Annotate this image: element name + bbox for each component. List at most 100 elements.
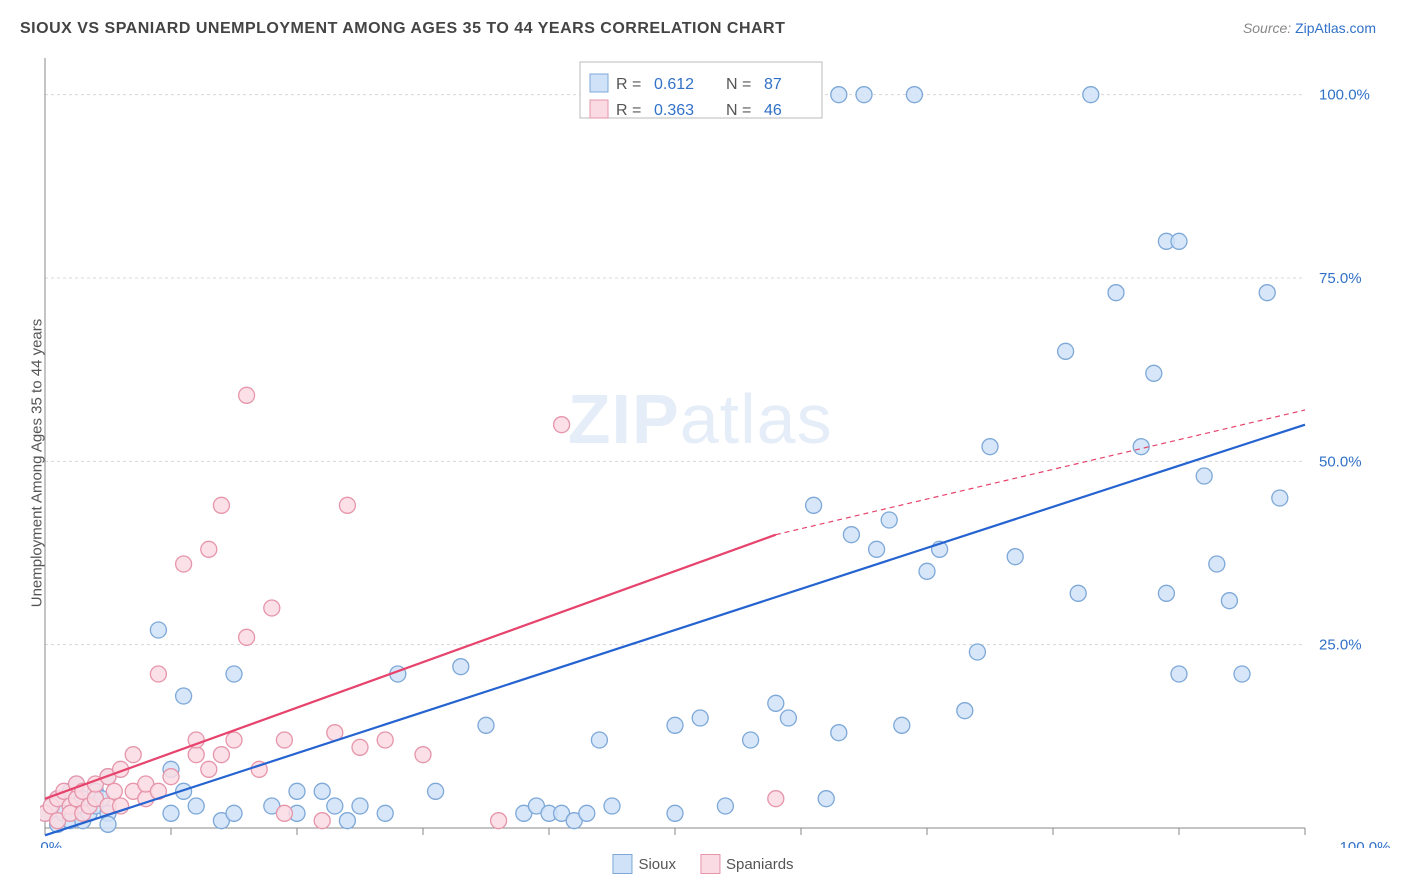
legend-bottom: Sioux Spaniards bbox=[612, 854, 793, 874]
data-point bbox=[226, 805, 242, 821]
data-point bbox=[743, 732, 759, 748]
data-point bbox=[1083, 87, 1099, 103]
data-point bbox=[1171, 666, 1187, 682]
data-point bbox=[1058, 343, 1074, 359]
data-point bbox=[1221, 593, 1237, 609]
chart-title: SIOUX VS SPANIARD UNEMPLOYMENT AMONG AGE… bbox=[20, 20, 785, 38]
data-point bbox=[327, 798, 343, 814]
data-point bbox=[352, 739, 368, 755]
data-point bbox=[1007, 549, 1023, 565]
data-point bbox=[415, 747, 431, 763]
data-point bbox=[969, 644, 985, 660]
data-point bbox=[201, 541, 217, 557]
data-point bbox=[491, 813, 507, 829]
corr-n-value: 46 bbox=[764, 102, 782, 119]
legend-item: Spaniards bbox=[700, 854, 794, 874]
data-point bbox=[150, 622, 166, 638]
data-point bbox=[163, 805, 179, 821]
data-point bbox=[768, 791, 784, 807]
data-point bbox=[906, 87, 922, 103]
data-point bbox=[100, 816, 116, 832]
y-tick-label: 75.0% bbox=[1319, 270, 1362, 287]
corr-r-label: R = bbox=[616, 76, 641, 93]
data-point bbox=[453, 659, 469, 675]
legend-item: Sioux bbox=[612, 854, 676, 874]
data-point bbox=[176, 556, 192, 572]
data-point bbox=[780, 710, 796, 726]
data-point bbox=[352, 798, 368, 814]
data-point bbox=[289, 783, 305, 799]
data-point bbox=[831, 725, 847, 741]
data-point bbox=[163, 769, 179, 785]
y-tick-label: 50.0% bbox=[1319, 453, 1362, 470]
data-point bbox=[188, 798, 204, 814]
data-point bbox=[314, 783, 330, 799]
data-point bbox=[818, 791, 834, 807]
data-point bbox=[1209, 556, 1225, 572]
data-point bbox=[843, 527, 859, 543]
data-point bbox=[176, 688, 192, 704]
x-max-label: 100.0% bbox=[1340, 839, 1391, 848]
header: SIOUX VS SPANIARD UNEMPLOYMENT AMONG AGE… bbox=[0, 0, 1406, 48]
source-citation: Source: ZipAtlas.com bbox=[1243, 20, 1376, 36]
data-point bbox=[150, 666, 166, 682]
legend-swatch bbox=[612, 854, 632, 874]
data-point bbox=[276, 732, 292, 748]
data-point bbox=[919, 563, 935, 579]
y-tick-label: 100.0% bbox=[1319, 87, 1370, 104]
data-point bbox=[957, 703, 973, 719]
data-point bbox=[106, 783, 122, 799]
data-point bbox=[276, 805, 292, 821]
source-value: ZipAtlas.com bbox=[1295, 20, 1376, 36]
data-point bbox=[1146, 365, 1162, 381]
watermark: ZIPatlas bbox=[568, 380, 833, 458]
data-point bbox=[1272, 490, 1288, 506]
data-point bbox=[1171, 233, 1187, 249]
data-point bbox=[554, 417, 570, 433]
data-point bbox=[856, 87, 872, 103]
data-point bbox=[188, 747, 204, 763]
data-point bbox=[667, 717, 683, 733]
data-point bbox=[314, 813, 330, 829]
y-tick-label: 25.0% bbox=[1319, 637, 1362, 654]
legend-label: Sioux bbox=[638, 856, 676, 873]
data-point bbox=[264, 600, 280, 616]
trend-line-dashed bbox=[776, 410, 1305, 535]
data-point bbox=[339, 813, 355, 829]
corr-n-label: N = bbox=[726, 102, 751, 119]
corr-r-label: R = bbox=[616, 102, 641, 119]
data-point bbox=[667, 805, 683, 821]
data-point bbox=[377, 805, 393, 821]
data-point bbox=[1234, 666, 1250, 682]
corr-r-value: 0.612 bbox=[654, 76, 694, 93]
data-point bbox=[604, 798, 620, 814]
corr-n-label: N = bbox=[726, 76, 751, 93]
data-point bbox=[869, 541, 885, 557]
data-point bbox=[377, 732, 393, 748]
data-point bbox=[428, 783, 444, 799]
data-point bbox=[894, 717, 910, 733]
data-point bbox=[768, 695, 784, 711]
data-point bbox=[339, 497, 355, 513]
data-point bbox=[239, 387, 255, 403]
data-point bbox=[831, 87, 847, 103]
data-point bbox=[591, 732, 607, 748]
data-point bbox=[1108, 285, 1124, 301]
scatter-plot: 25.0% 50.0% 75.0% 100.0% ZIPatlas 0.0% 100.0% R… bbox=[40, 48, 1400, 848]
legend-label: Spaniards bbox=[726, 856, 794, 873]
data-point bbox=[125, 747, 141, 763]
data-point bbox=[226, 666, 242, 682]
data-point bbox=[478, 717, 494, 733]
data-point bbox=[201, 761, 217, 777]
corr-n-value: 87 bbox=[764, 76, 782, 93]
source-label: Source: bbox=[1243, 20, 1295, 36]
x-min-label: 0.0% bbox=[40, 839, 62, 848]
data-point bbox=[579, 805, 595, 821]
data-point bbox=[226, 732, 242, 748]
data-point bbox=[1158, 585, 1174, 601]
data-point bbox=[213, 497, 229, 513]
legend-swatch bbox=[700, 854, 720, 874]
data-point bbox=[1259, 285, 1275, 301]
chart-area: Unemployment Among Ages 35 to 44 years 2… bbox=[0, 48, 1406, 878]
data-point bbox=[692, 710, 708, 726]
